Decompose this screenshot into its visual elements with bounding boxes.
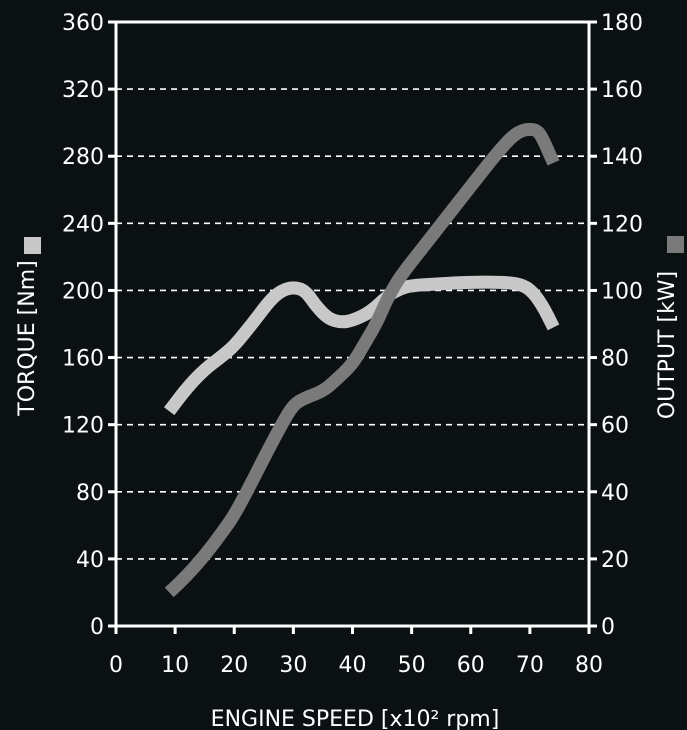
tick-labels: 0408012016020024028032036002040608010012… (62, 11, 643, 678)
x-tick-label: 40 (339, 653, 367, 678)
x-tick-label: 50 (398, 653, 426, 678)
left-y-tick-label: 360 (62, 11, 104, 36)
x-tick-label: 60 (457, 653, 485, 678)
x-tick-label: 20 (220, 653, 248, 678)
left-y-tick-label: 120 (62, 414, 104, 439)
left-y-tick-label: 160 (62, 347, 104, 372)
left-y-tick-label: 200 (62, 279, 104, 304)
x-axis-title: ENGINE SPEED [x10² rpm] (211, 707, 500, 730)
right-y-tick-label: 140 (601, 145, 643, 170)
right-y-tick-label: 20 (601, 548, 629, 573)
x-tick-label: 30 (279, 653, 307, 678)
left-y-tick-label: 0 (90, 615, 104, 640)
left-y-tick-label: 80 (76, 481, 104, 506)
left-y-axis-title: TORQUE [Nm] (15, 260, 40, 416)
left-y-tick-label: 320 (62, 78, 104, 103)
torque-series-line (164, 275, 560, 416)
left-y-tick-label: 40 (76, 548, 104, 573)
x-tick-label: 70 (516, 653, 544, 678)
right-y-axis-title: OUTPUT [kW] (655, 271, 680, 419)
x-tick-label: 10 (161, 653, 189, 678)
right-y-tick-label: 100 (601, 279, 643, 304)
right-y-tick-label: 80 (601, 347, 629, 372)
output-legend-marker (667, 236, 684, 253)
right-y-tick-label: 0 (601, 615, 615, 640)
axis-titles: ENGINE SPEED [x10² rpm] TORQUE [Nm] OUTP… (15, 236, 684, 730)
right-y-tick-label: 180 (601, 11, 643, 36)
right-y-tick-label: 120 (601, 212, 643, 237)
right-y-tick-label: 160 (601, 78, 643, 103)
output-series-line (164, 122, 560, 598)
data-series (164, 122, 560, 598)
left-y-tick-label: 240 (62, 212, 104, 237)
right-y-tick-label: 40 (601, 481, 629, 506)
torque-legend-marker (24, 237, 41, 254)
axes (108, 20, 597, 634)
right-y-tick-label: 60 (601, 414, 629, 439)
left-y-tick-label: 280 (62, 145, 104, 170)
x-tick-label: 80 (575, 653, 603, 678)
x-tick-label: 0 (109, 653, 123, 678)
